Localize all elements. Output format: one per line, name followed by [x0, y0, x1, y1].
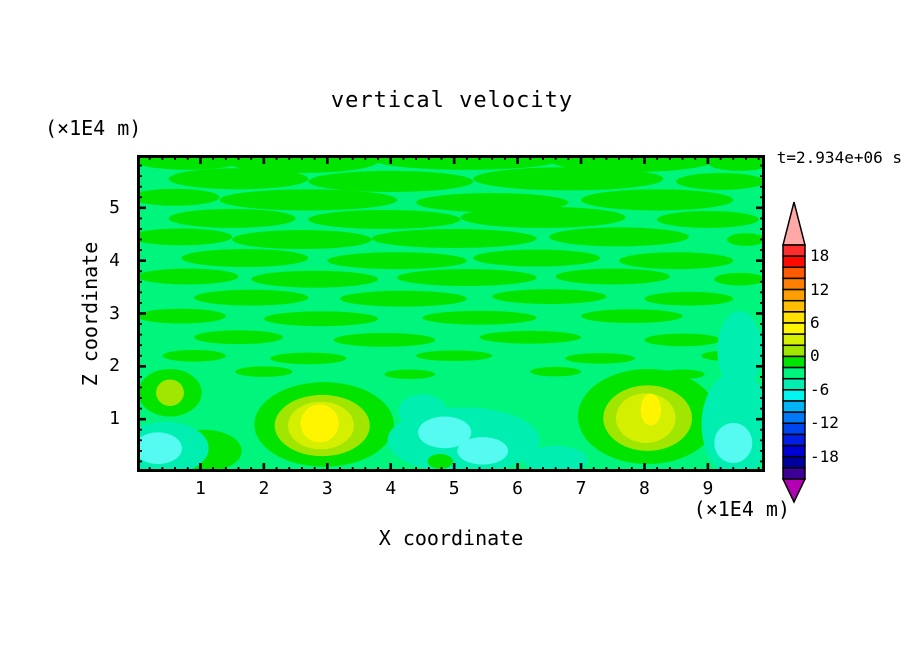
x-tick-label: 3 [321, 478, 333, 499]
colorbar [781, 200, 807, 504]
timestamp-label: t=2.934e+06 s [776, 148, 902, 167]
y-tick-label: 3 [109, 302, 120, 324]
colorbar-over-arrow [782, 201, 806, 246]
colorbar-label: 6 [810, 313, 820, 332]
x-tick-label: 4 [385, 478, 397, 499]
plot-border [137, 155, 765, 472]
field-patches [137, 310, 765, 472]
x-tick-label: 2 [258, 478, 270, 499]
x-tick-label: 7 [575, 478, 587, 499]
colorbar-label: -18 [810, 446, 839, 466]
colorbar-scale [781, 201, 807, 504]
plot-title: vertical velocity [330, 88, 574, 113]
x-axis-unit-label: (×1E4 m) [693, 497, 790, 521]
y-tick-label: 4 [109, 249, 120, 271]
contour-field [137, 155, 765, 472]
y-tick-label: 1 [109, 408, 120, 430]
contour-plot-area [137, 155, 765, 472]
x-tick-label: 8 [639, 478, 650, 499]
colorbar-label: 0 [810, 346, 820, 366]
colorbar-label: 18 [810, 246, 830, 266]
colorbar-label: -6 [810, 379, 830, 399]
colorbar-under-arrow [781, 478, 807, 504]
y-tick-label: 5 [109, 196, 120, 218]
x-tick-label: 5 [448, 478, 460, 499]
x-axis-title: X coordinate [378, 526, 524, 550]
colorbar-label: -12 [810, 413, 839, 433]
colorbar-label: 12 [810, 279, 830, 299]
y-axis-unit-label: (×1E4 m) [45, 116, 142, 140]
y-tick-label: 2 [109, 355, 120, 377]
x-tick-label: 9 [702, 478, 714, 499]
x-tick-label: 6 [512, 478, 524, 499]
x-tick-label: 1 [195, 478, 206, 499]
